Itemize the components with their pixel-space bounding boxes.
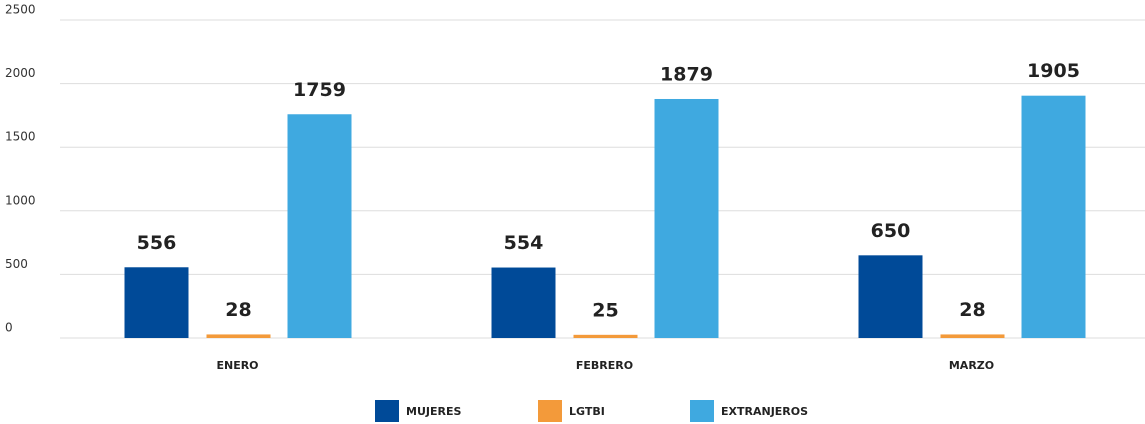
y-tick-label: 1000 bbox=[5, 193, 36, 207]
data-label: 650 bbox=[871, 220, 911, 242]
data-label: 554 bbox=[504, 232, 544, 254]
x-tick-label: FEBRERO bbox=[576, 359, 633, 372]
data-label: 25 bbox=[592, 299, 618, 321]
legend-swatch bbox=[690, 400, 714, 422]
data-label: 1905 bbox=[1027, 60, 1080, 82]
bar bbox=[573, 334, 638, 338]
data-label: 28 bbox=[959, 299, 985, 321]
bar bbox=[1021, 95, 1086, 339]
bar bbox=[491, 267, 556, 338]
data-label: 556 bbox=[137, 232, 177, 254]
bar bbox=[940, 334, 1005, 338]
y-tick-label: 2000 bbox=[5, 66, 36, 80]
bar bbox=[858, 255, 923, 338]
legend-swatch bbox=[375, 400, 399, 422]
x-tick-label: ENERO bbox=[216, 359, 258, 372]
y-tick-label: 1500 bbox=[5, 130, 36, 144]
bar bbox=[654, 98, 719, 338]
x-tick-label: MARZO bbox=[949, 359, 994, 372]
bar bbox=[206, 334, 271, 338]
data-label: 1879 bbox=[660, 63, 713, 85]
y-tick-label: 500 bbox=[5, 257, 28, 271]
legend-swatch bbox=[538, 400, 562, 422]
bar bbox=[287, 114, 352, 338]
data-label: 28 bbox=[225, 299, 251, 321]
data-label: 1759 bbox=[293, 79, 346, 101]
bar bbox=[124, 267, 189, 338]
legend-label: EXTRANJEROS bbox=[721, 405, 808, 418]
legend-label: LGTBI bbox=[569, 405, 605, 418]
legend-label: MUJERES bbox=[406, 405, 461, 418]
y-tick-label: 0 bbox=[5, 321, 13, 335]
y-tick-label: 2500 bbox=[5, 3, 36, 17]
